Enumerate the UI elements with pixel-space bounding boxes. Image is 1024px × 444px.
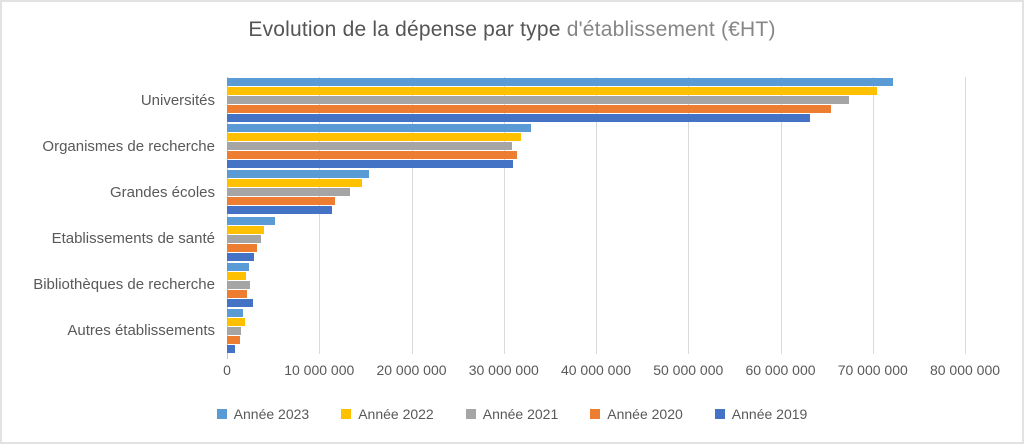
bar-annee-2019-grandes-ecoles <box>227 206 333 215</box>
legend-item-annee-2023: Année 2023 <box>216 406 310 422</box>
x-axis-tick-label: 70 000 000 <box>837 362 908 378</box>
x-axis-tick-label: 50 000 000 <box>653 362 724 378</box>
gridline <box>965 77 966 354</box>
x-axis-tick-label: 80 000 000 <box>929 362 1001 378</box>
legend-label: Année 2020 <box>607 406 683 422</box>
bar-group-universites <box>227 77 965 123</box>
legend-label: Année 2021 <box>482 406 559 422</box>
category-label-etablissements-de-sante: Etablissements de santé <box>51 230 215 248</box>
bar-annee-2021-grandes-ecoles <box>227 188 350 197</box>
gridline <box>503 77 505 354</box>
bar-rows <box>227 77 965 354</box>
bar-annee-2022-grandes-ecoles <box>227 179 362 188</box>
bar-annee-2022-autres-etablissements <box>227 317 245 326</box>
legend-swatch-annee-2021 <box>465 409 476 419</box>
category-label-grandes-ecoles: Grandes écoles <box>109 183 215 201</box>
bar-annee-2020-bibliotheques-de-recherche <box>227 289 248 298</box>
bar-annee-2021-organismes-de-recherche <box>227 142 513 151</box>
bar-annee-2022-bibliotheques-de-recherche <box>227 271 247 280</box>
bar-annee-2019-universites <box>227 114 811 123</box>
legend-item-annee-2022: Année 2022 <box>341 406 434 422</box>
chart-title: Evolution de la dépense par type d'établ… <box>2 18 1022 42</box>
legend: Année 2023 Année 2022 Année 2021 Année 2020… <box>2 404 1022 424</box>
legend-swatch-annee-2023 <box>216 409 227 419</box>
gridline <box>780 77 782 354</box>
bar-annee-2020-organismes-de-recherche <box>227 151 517 160</box>
legend-swatch-annee-2019 <box>714 409 725 419</box>
x-axis-tick-label: 60 000 000 <box>745 362 816 378</box>
bar-annee-2023-universites <box>227 78 894 87</box>
bar-annee-2021-autres-etablissements <box>227 326 241 335</box>
gridline <box>319 77 321 354</box>
legend-label: Année 2019 <box>731 406 808 422</box>
bar-annee-2019-autres-etablissements <box>227 344 236 353</box>
bar-annee-2020-grandes-ecoles <box>227 197 335 206</box>
category-label-bibliotheques-de-recherche: Bibliothèques de recherche <box>33 276 215 294</box>
bar-group-bibliotheques-de-recherche <box>227 262 965 308</box>
bar-annee-2021-universites <box>227 96 849 105</box>
gridline <box>872 77 874 354</box>
legend-item-annee-2020: Année 2020 <box>590 406 683 422</box>
x-axis-tick-label: 40 000 000 <box>560 362 632 378</box>
x-axis-tick-label: 10 000 000 <box>284 362 355 378</box>
bar-annee-2022-etablissements-de-sante <box>227 225 264 234</box>
bar-annee-2023-bibliotheques-de-recherche <box>227 262 250 271</box>
plot-area <box>227 77 966 359</box>
category-label-universites: Universités <box>140 91 215 109</box>
gridline <box>596 77 597 354</box>
bar-annee-2020-etablissements-de-sante <box>227 243 258 252</box>
bar-annee-2019-bibliotheques-de-recherche <box>227 298 253 307</box>
bar-annee-2023-grandes-ecoles <box>227 170 370 179</box>
legend-swatch-annee-2020 <box>590 409 601 419</box>
bar-annee-2022-organismes-de-recherche <box>227 133 522 142</box>
category-axis: Universités Organismes de recherche Grande… <box>2 77 215 354</box>
x-axis: 0 10 000 000 20 000 000 30 000 000 40 000 00… <box>223 362 1000 380</box>
bar-group-etablissements-de-sante <box>227 216 965 262</box>
bar-annee-2023-autres-etablissements <box>227 308 243 317</box>
legend-swatch-annee-2022 <box>341 409 352 419</box>
bar-annee-2019-etablissements-de-sante <box>227 252 254 261</box>
bar-annee-2021-etablissements-de-sante <box>227 234 262 243</box>
bar-group-grandes-ecoles <box>227 169 965 215</box>
x-axis-tick-label: 20 000 000 <box>376 362 447 378</box>
bar-annee-2023-organismes-de-recherche <box>227 124 532 133</box>
bar-annee-2019-organismes-de-recherche <box>227 160 513 169</box>
category-label-organismes-de-recherche: Organismes de recherche <box>42 137 215 155</box>
bar-annee-2022-universites <box>227 87 878 96</box>
bar-group-organismes-de-recherche <box>227 123 965 169</box>
category-label-autres-etablissements: Autres établissements <box>67 322 215 340</box>
bar-annee-2023-etablissements-de-sante <box>227 216 275 225</box>
legend-item-annee-2019: Année 2019 <box>714 406 808 422</box>
x-axis-tick-label: 0 <box>223 362 231 378</box>
legend-item-annee-2021: Année 2021 <box>465 406 559 422</box>
x-axis-tick-label: 30 000 000 <box>468 362 539 378</box>
bar-annee-2020-universites <box>227 105 832 114</box>
gridline <box>688 77 690 354</box>
gridline <box>411 77 413 354</box>
chart-title-secondary: d'établissement (€HT) <box>566 18 776 41</box>
legend-label: Année 2022 <box>358 406 434 422</box>
bar-annee-2021-bibliotheques-de-recherche <box>227 280 251 289</box>
legend-label: Année 2023 <box>233 406 310 422</box>
bar-annee-2020-autres-etablissements <box>227 335 240 344</box>
chart-title-primary: Evolution de la dépense par type <box>248 18 567 41</box>
bar-group-autres-etablissements <box>227 308 965 354</box>
